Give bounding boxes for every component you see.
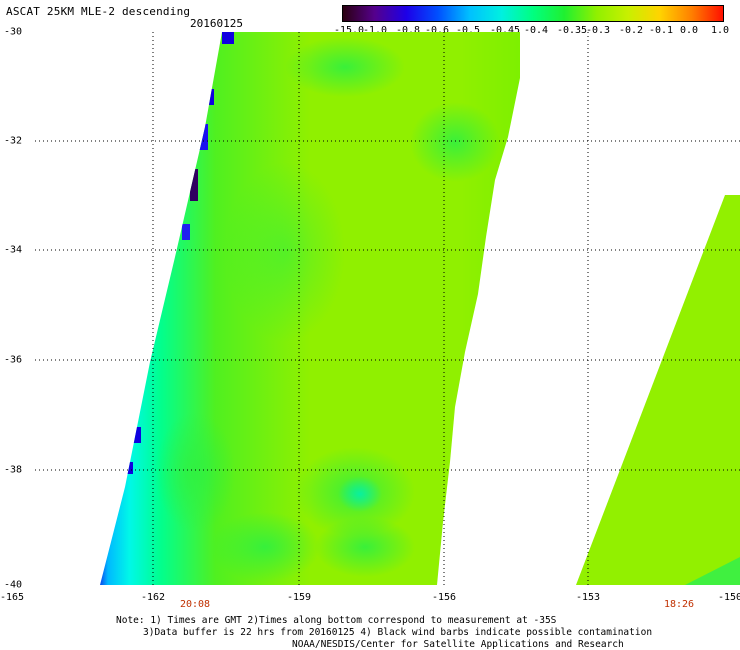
footnote-line: Note: 1) Times are GMT 2)Times along bot…	[116, 615, 557, 626]
pass-time-label: 20:08	[179, 599, 211, 610]
colorbar-label: -0.4	[523, 25, 549, 36]
colorbar-label: -0.5	[455, 25, 481, 36]
colorbar	[342, 5, 724, 22]
graticule	[35, 32, 740, 585]
colorbar-label: -0.45	[489, 25, 521, 36]
swath-east	[576, 195, 740, 585]
colorbar-label: -0.6	[424, 25, 450, 36]
colorbar-label: 0.0	[679, 25, 699, 36]
y-tick-label: -30	[4, 26, 23, 38]
pass-time-label: 18:26	[663, 599, 695, 610]
colorbar-label: -0.3	[585, 25, 611, 36]
footnote-line: 3)Data buffer is 22 hrs from 20160125 4)…	[143, 627, 653, 638]
colorbar-label: -15.0	[333, 25, 365, 36]
x-tick-label: -159	[286, 592, 312, 603]
colorbar-label: -1.0	[362, 25, 388, 36]
colorbar-label: -0.1	[648, 25, 674, 36]
swath-west	[100, 32, 520, 585]
y-tick-label: -40	[4, 579, 23, 591]
x-tick-label: -162	[140, 592, 166, 603]
footnote-line: NOAA/NESDIS/Center for Satellite Applica…	[292, 639, 624, 650]
x-tick-label: -153	[575, 592, 601, 603]
y-tick-label: -34	[4, 244, 23, 256]
y-tick-label: -32	[4, 135, 23, 147]
colorbar-label: -0.8	[395, 25, 421, 36]
colorbar-label: 1.0	[710, 25, 730, 36]
y-tick-label: -38	[4, 464, 23, 476]
map-date: 20160125	[190, 17, 243, 30]
swath-map	[35, 32, 740, 585]
colorbar-label: -0.2	[618, 25, 644, 36]
colorbar-label: -0.35	[556, 25, 588, 36]
map-title: ASCAT 25KM MLE-2 descending	[6, 5, 191, 18]
x-tick-label: -165	[0, 592, 25, 603]
x-tick-label: -150	[717, 592, 740, 603]
x-tick-label: -156	[431, 592, 457, 603]
y-tick-label: -36	[4, 354, 23, 366]
